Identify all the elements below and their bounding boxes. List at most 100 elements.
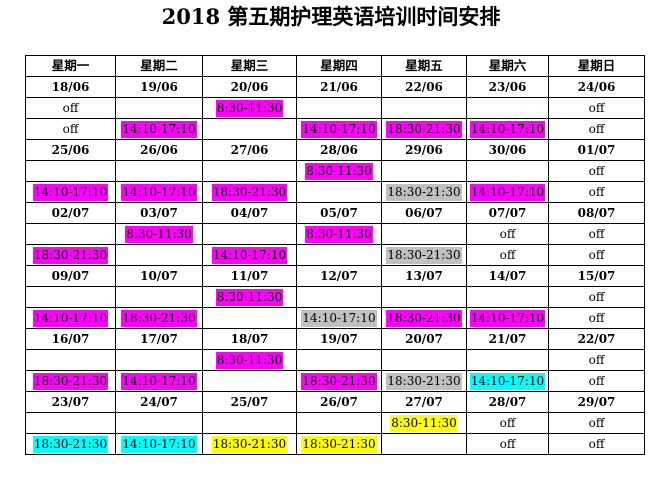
class-time: 18:30-21:30 [386, 120, 462, 138]
date-cell: 29/06 [381, 139, 467, 161]
class-time: 14:10-17:10 [469, 309, 546, 327]
morning-slot-row: off 8:30-11:30 off [25, 97, 645, 119]
class-time: 18:30-21:30 [211, 183, 288, 201]
class-time: 18:30-21:30 [121, 309, 197, 327]
date-row: 23/07 24/07 25/07 26/07 27/07 28/07 29/07 [25, 391, 645, 413]
weekday-header-saturday: 星期六 [466, 55, 549, 77]
class-time: 14:10-17:10 [32, 183, 109, 201]
class-time: 18:30-21:30 [211, 435, 288, 453]
slot-cell: 14:10-17:10 [115, 118, 203, 140]
slot-cell: off [25, 118, 116, 140]
slot-cell: 18:30-21:30 [25, 244, 116, 266]
slot-cell [466, 286, 549, 308]
slot-cell [296, 286, 382, 308]
date-cell: 07/07 [466, 202, 549, 224]
slot-cell: off [466, 433, 549, 455]
slot-cell: off [25, 97, 116, 119]
date-cell: 23/07 [25, 391, 116, 413]
slot-cell: 18:30-21:30 [381, 181, 467, 203]
date-cell: 02/07 [25, 202, 116, 224]
afternoon-evening-slot-row: 18:30-21:30 14:10-17:10 18:30-21:30 18:30-2… [25, 433, 645, 455]
slot-cell: 18:30-21:30 [381, 118, 467, 140]
slot-cell [115, 244, 203, 266]
slot-cell: off [548, 118, 645, 140]
date-cell: 26/06 [115, 139, 203, 161]
slot-cell [202, 412, 297, 434]
morning-slot-row: 8:30-11:30 off off [25, 412, 645, 434]
slot-cell: 8:30-11:30 [202, 286, 297, 308]
slot-cell: 14:10-17:10 [25, 181, 116, 203]
off-label: off [499, 436, 516, 451]
slot-cell: 14:10-17:10 [296, 118, 382, 140]
slot-cell: off [548, 160, 645, 182]
slot-cell: off [466, 223, 549, 245]
weekday-header-wednesday: 星期三 [202, 55, 297, 77]
slot-cell [381, 286, 467, 308]
slot-cell [296, 97, 382, 119]
date-cell: 04/07 [202, 202, 297, 224]
off-label: off [588, 226, 605, 241]
slot-cell: off [466, 244, 549, 266]
slot-cell [25, 223, 116, 245]
class-time: 18:30-21:30 [301, 435, 377, 453]
slot-cell: off [548, 97, 645, 119]
slot-cell: 8:30-11:30 [296, 223, 382, 245]
slot-cell [296, 349, 382, 371]
class-time: 8:30-11:30 [390, 414, 458, 432]
slot-cell [466, 349, 549, 371]
off-label: off [588, 247, 605, 262]
class-time: 18:30-21:30 [386, 246, 462, 264]
class-time: 18:30-21:30 [32, 435, 109, 453]
class-time: 18:30-21:30 [32, 246, 109, 264]
weekday-header-sunday: 星期日 [548, 55, 645, 77]
class-time: 14:10-17:10 [469, 183, 546, 201]
slot-cell: 18:30-21:30 [381, 244, 467, 266]
slot-cell [381, 223, 467, 245]
morning-slot-row: 8:30-11:30 off [25, 286, 645, 308]
date-cell: 27/06 [202, 139, 297, 161]
date-cell: 12/07 [296, 265, 382, 287]
slot-cell: 14:10-17:10 [115, 181, 203, 203]
slot-cell [466, 160, 549, 182]
date-cell: 05/07 [296, 202, 382, 224]
date-cell: 11/07 [202, 265, 297, 287]
date-cell: 21/06 [296, 76, 382, 98]
off-label: off [499, 226, 516, 241]
slot-cell: 8:30-11:30 [296, 160, 382, 182]
date-cell: 24/07 [115, 391, 203, 413]
off-label: off [588, 310, 605, 325]
weekday-header-friday: 星期五 [381, 55, 467, 77]
off-label: off [588, 184, 605, 199]
off-label: off [588, 352, 605, 367]
date-row: 18/06 19/06 20/06 21/06 22/06 23/06 24/06 [25, 76, 645, 98]
slot-cell: 8:30-11:30 [202, 97, 297, 119]
slot-cell [381, 160, 467, 182]
class-time: 8:30-11:30 [215, 99, 284, 117]
slot-cell [202, 307, 297, 329]
weekday-header-thursday: 星期四 [296, 55, 382, 77]
off-label: off [588, 163, 605, 178]
slot-cell: 18:30-21:30 [202, 181, 297, 203]
slot-cell: off [548, 412, 645, 434]
date-cell: 01/07 [548, 139, 645, 161]
slot-cell: 14:10-17:10 [466, 307, 549, 329]
off-label: off [588, 373, 605, 388]
date-cell: 23/06 [466, 76, 549, 98]
slot-cell [202, 160, 297, 182]
date-cell: 26/07 [296, 391, 382, 413]
date-cell: 25/06 [25, 139, 116, 161]
date-cell: 18/06 [25, 76, 116, 98]
slot-cell: off [548, 181, 645, 203]
class-time: 8:30-11:30 [125, 225, 193, 243]
class-time: 14:10-17:10 [32, 309, 109, 327]
slot-cell [115, 286, 203, 308]
date-row: 16/07 17/07 18/07 19/07 20/07 21/07 22/07 [25, 328, 645, 350]
slot-cell [296, 244, 382, 266]
slot-cell: 18:30-21:30 [115, 307, 203, 329]
slot-cell: 14:10-17:10 [296, 307, 382, 329]
slot-cell: off [548, 244, 645, 266]
slot-cell: 14:10-17:10 [466, 118, 549, 140]
date-cell: 16/07 [25, 328, 116, 350]
off-label: off [588, 100, 605, 115]
class-time: 18:30-21:30 [301, 372, 377, 390]
